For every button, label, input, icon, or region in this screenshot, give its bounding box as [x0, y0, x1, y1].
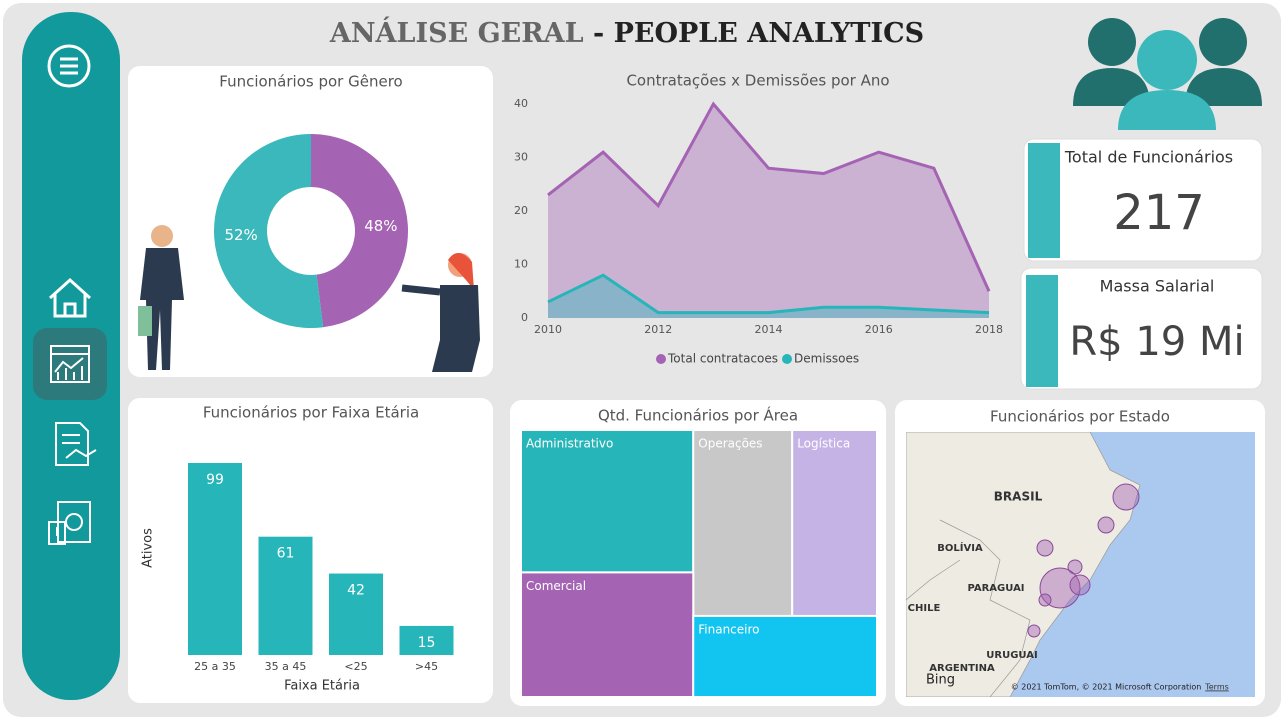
- bar: [329, 573, 383, 655]
- treemap-label: Operações: [698, 437, 762, 451]
- kpi-value: R$ 19 Mi: [1069, 319, 1244, 365]
- x-tick-label: 2014: [755, 323, 783, 336]
- x-tick-label: <25: [344, 660, 367, 673]
- chart-title: Funcionários por Gênero: [219, 73, 402, 91]
- legend-label: Demissoes: [794, 352, 859, 366]
- y-tick-label: 30: [514, 151, 528, 164]
- y-tick-label: 0: [521, 311, 528, 324]
- title-light: ANÁLISE GERAL: [329, 16, 584, 49]
- card: [128, 66, 493, 377]
- chart-title: Contratações x Demissões por Ano: [626, 72, 889, 90]
- treemap-label: Comercial: [526, 579, 586, 593]
- bing-logo: Bing: [926, 673, 955, 688]
- menu-icon[interactable]: [47, 44, 91, 88]
- map-label: ARGENTINA: [929, 663, 995, 674]
- data-label: 15: [418, 635, 436, 651]
- chart-title: Funcionários por Faixa Etária: [203, 404, 419, 422]
- map-label: BRASIL: [994, 490, 1043, 504]
- data-label: 61: [277, 546, 295, 562]
- map-label: PARAGUAI: [967, 583, 1024, 594]
- chart-icon: [50, 345, 90, 383]
- x-tick-label: 2012: [644, 323, 672, 336]
- donut-slice: [311, 134, 409, 328]
- title-bold: - PEOPLE ANALYTICS: [593, 18, 924, 49]
- treemap-label: Administrativo: [526, 437, 613, 451]
- map: [906, 432, 1255, 697]
- treemap-cell: [692, 429, 794, 617]
- kpi-label: Total de Funcionários: [1064, 148, 1233, 167]
- people-icon: [1073, 18, 1262, 130]
- terms-link[interactable]: Terms: [1204, 683, 1229, 692]
- x-tick-label: >45: [415, 660, 438, 673]
- donut-slice: [214, 134, 324, 328]
- chart-title: Funcionários por Estado: [990, 408, 1170, 426]
- kpi-card: [1020, 267, 1263, 390]
- y-axis-label: Ativos: [141, 528, 156, 568]
- map-label: BOLÍVIA: [937, 541, 983, 554]
- treemap-cell: [791, 429, 879, 617]
- y-tick-label: 20: [514, 204, 528, 217]
- legend-marker: [782, 354, 792, 364]
- treemap-cell: [520, 571, 695, 699]
- x-tick-label: 25 a 35: [194, 660, 236, 673]
- x-tick-label: 2010: [534, 323, 562, 336]
- y-tick-label: 40: [514, 97, 528, 110]
- home-icon[interactable]: [48, 277, 92, 318]
- contract-icon[interactable]: [55, 422, 97, 466]
- legend-marker: [656, 354, 666, 364]
- legend-label: Total contratacoes: [667, 352, 778, 366]
- treemap-label: Financeiro: [698, 622, 759, 636]
- map-attribution: © 2021 TomTom, © 2021 Microsoft Corporat…: [1011, 683, 1202, 692]
- kpi-label: Massa Salarial: [1100, 277, 1215, 296]
- kpi-bar: [1026, 275, 1058, 387]
- treemap-label: Logística: [797, 437, 850, 451]
- chart-title: Qtd. Funcionários por Área: [598, 406, 798, 425]
- bar: [188, 463, 242, 655]
- bar: [399, 625, 454, 655]
- woman-figure: [401, 252, 480, 372]
- kpi-value: 217: [1113, 185, 1205, 241]
- map-label: URUGUAI: [986, 650, 1037, 661]
- area-line: [547, 101, 991, 292]
- treemap-cell: [692, 614, 878, 698]
- area-line: [547, 273, 990, 315]
- data-label: 42: [347, 583, 365, 599]
- data-label: 99: [206, 472, 224, 488]
- kpi-card: [1023, 138, 1263, 262]
- man-figure: [138, 225, 184, 370]
- selected-nav[interactable]: [33, 328, 107, 400]
- map-label: CHILE: [908, 603, 941, 614]
- data-label: 52%: [224, 226, 257, 244]
- x-tick-label: 2016: [865, 323, 893, 336]
- x-tick-label: 2018: [975, 323, 1003, 336]
- area-fill: [548, 104, 989, 318]
- data-label: 48%: [364, 217, 397, 235]
- x-axis-label: Faixa Etária: [284, 679, 360, 694]
- x-tick-label: 35 a 45: [265, 660, 307, 673]
- treemap-cell: [520, 429, 695, 574]
- y-tick-label: 10: [514, 258, 528, 271]
- title: ANÁLISE GERAL - PEOPLE ANALYTICS: [329, 16, 924, 49]
- kpi-bar: [1028, 143, 1060, 258]
- bar: [258, 536, 313, 655]
- money-icon[interactable]: [48, 501, 91, 545]
